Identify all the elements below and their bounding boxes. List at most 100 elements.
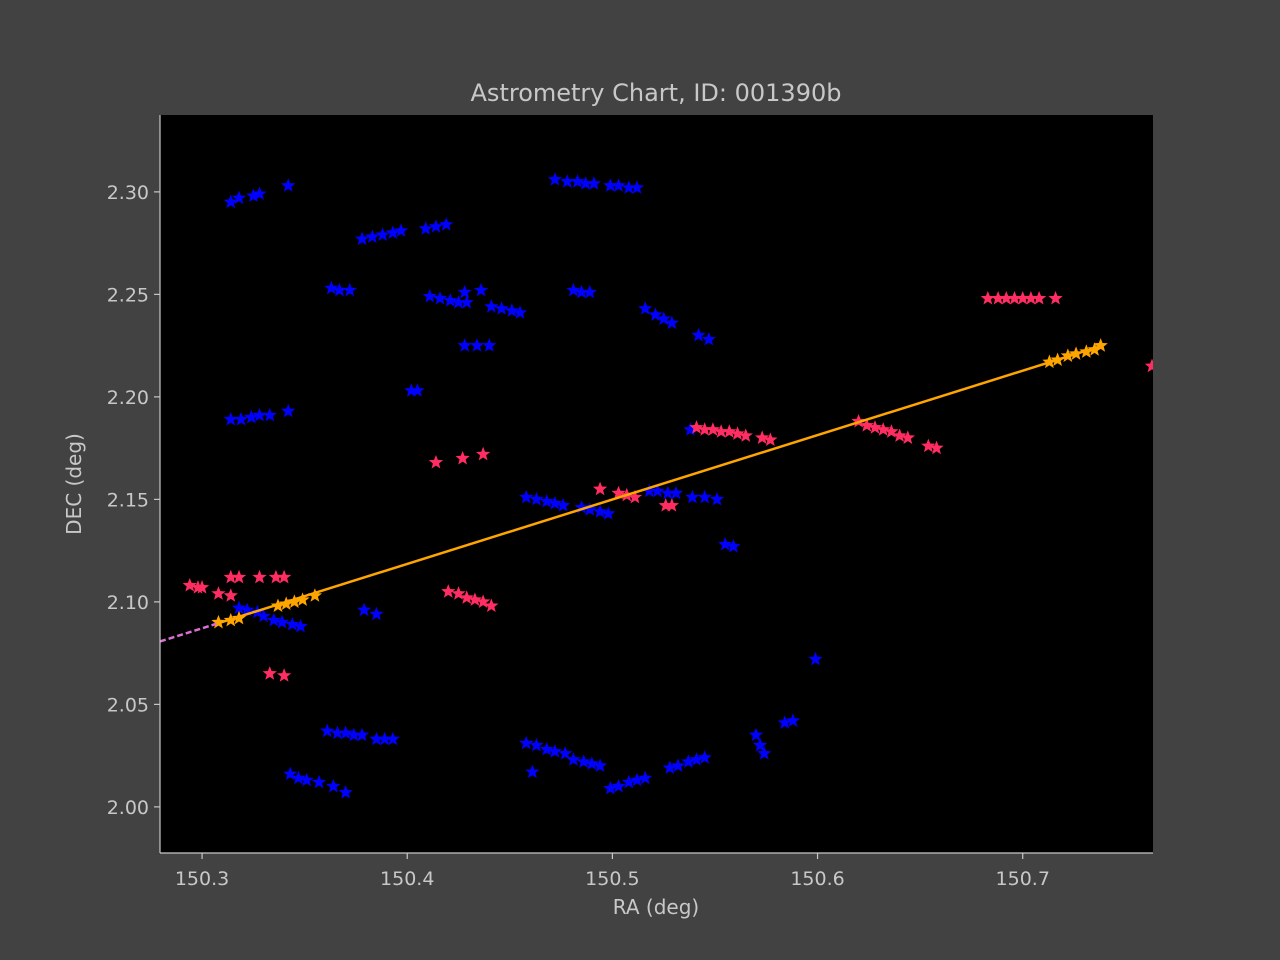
star-point — [459, 590, 474, 604]
star-point — [428, 454, 444, 469]
star-point — [884, 424, 899, 438]
star-point — [705, 422, 721, 436]
x-tick-label: 150.7 — [996, 868, 1050, 890]
star-point — [182, 577, 197, 592]
x-tick-label: 150.3 — [175, 868, 229, 890]
star-point — [664, 498, 680, 512]
star-point — [547, 744, 563, 758]
star-point — [574, 500, 589, 514]
star-point — [482, 338, 497, 352]
star-point — [439, 217, 454, 231]
star-point — [457, 338, 472, 352]
star-point — [233, 411, 249, 426]
star-point — [338, 725, 353, 740]
chart-title: Astrometry Chart, ID: 001390b — [471, 79, 842, 107]
star-point — [691, 327, 706, 342]
star-point — [476, 594, 491, 608]
star-point — [683, 422, 698, 436]
star-point — [252, 407, 267, 422]
star-point — [451, 295, 466, 309]
star-point — [365, 229, 380, 244]
star-point — [603, 178, 618, 192]
star-point — [476, 446, 491, 461]
star-point — [330, 725, 345, 740]
fit-track-line — [216, 345, 1100, 626]
star-point — [560, 174, 575, 188]
star-point — [752, 737, 768, 752]
star-point — [638, 770, 653, 785]
star-point — [670, 758, 686, 772]
star-point — [664, 315, 680, 330]
x-axis-label: RA (deg) — [613, 895, 699, 919]
star-point — [859, 418, 874, 432]
star-point — [851, 413, 866, 428]
star-point — [332, 282, 347, 297]
star-point — [504, 303, 519, 317]
star-point — [921, 438, 936, 453]
star-point — [287, 594, 302, 608]
star-point — [283, 766, 298, 781]
star-point — [410, 383, 425, 397]
star-point — [494, 301, 509, 315]
star-point — [211, 586, 226, 600]
plot-area — [160, 115, 1153, 853]
star-point — [576, 754, 591, 768]
star-point — [324, 280, 339, 295]
star-point — [266, 612, 281, 627]
star-point — [418, 221, 433, 235]
star-point — [785, 713, 801, 727]
star-point — [730, 426, 745, 440]
star-point — [718, 536, 733, 551]
star-point — [900, 430, 915, 444]
star-point — [681, 754, 696, 768]
star-point — [611, 485, 626, 500]
star-point — [262, 407, 277, 422]
star-point — [656, 311, 671, 326]
star-point — [326, 778, 341, 793]
star-point — [592, 504, 608, 518]
y-tick-label: 2.10 — [107, 592, 149, 614]
star-point — [529, 491, 544, 506]
star-point — [240, 602, 255, 617]
star-point — [422, 288, 437, 303]
star-point — [808, 651, 823, 666]
star-point — [662, 760, 677, 774]
star-point — [999, 290, 1014, 305]
star-point — [709, 491, 725, 506]
star-point — [990, 290, 1006, 305]
star-point — [223, 411, 238, 426]
y-tick-label: 2.25 — [107, 284, 149, 306]
star-point — [293, 618, 308, 633]
star-point — [738, 428, 753, 442]
star-point — [223, 569, 238, 584]
star-point — [211, 614, 226, 629]
star-point — [231, 190, 247, 205]
star-point — [668, 485, 684, 500]
star-point — [451, 586, 466, 600]
star-point — [642, 483, 657, 498]
star-point — [726, 539, 741, 553]
star-point — [929, 440, 944, 455]
star-point — [570, 174, 585, 188]
star-point — [722, 424, 737, 438]
star-point — [455, 450, 470, 465]
star-point — [307, 588, 323, 602]
star-point — [484, 299, 499, 313]
star-point — [611, 178, 626, 192]
star-point — [621, 180, 636, 194]
star-point — [603, 780, 618, 795]
star-point — [484, 598, 499, 613]
star-point — [748, 727, 764, 742]
star-point — [432, 290, 448, 305]
star-point — [547, 495, 563, 510]
star-point — [697, 489, 712, 504]
star-point — [592, 481, 608, 496]
star-point — [428, 219, 444, 233]
star-point — [385, 225, 400, 239]
star-point — [519, 735, 534, 750]
star-point — [685, 489, 700, 504]
star-point — [459, 295, 474, 309]
star-point — [252, 186, 267, 200]
star-point — [369, 731, 384, 746]
star-point — [256, 608, 271, 623]
